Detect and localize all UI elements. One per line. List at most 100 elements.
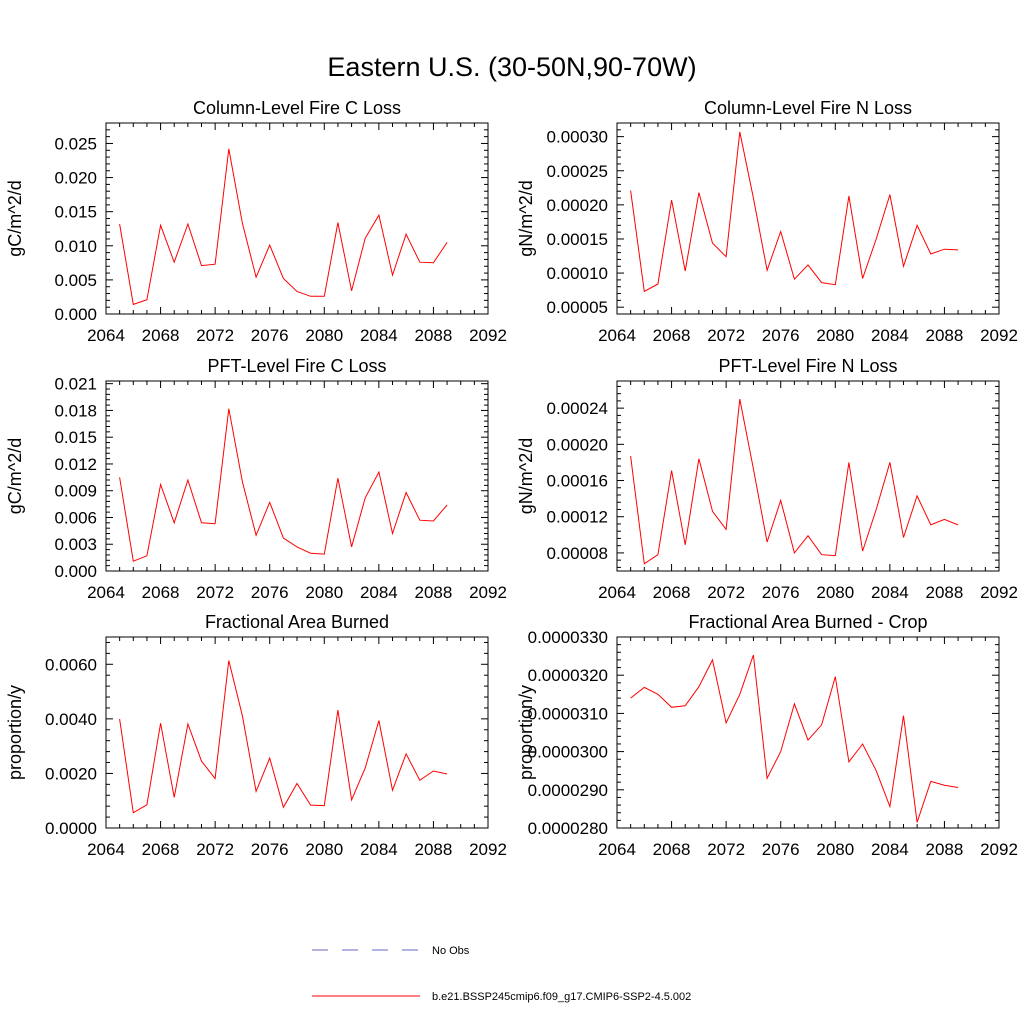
x-tick-label: 2076 — [251, 326, 289, 345]
y-axis-label: gN/m^2/d — [516, 180, 536, 256]
plot-frame — [105, 636, 489, 829]
y-tick-label: 0.025 — [54, 134, 97, 153]
x-tick-label: 2088 — [415, 583, 453, 602]
x-tick-label: 2092 — [980, 840, 1018, 859]
panel-title: Fractional Area Burned - Crop — [688, 612, 927, 632]
y-tick-label: 0.00020 — [547, 435, 608, 454]
y-tick-label: 0.020 — [54, 169, 97, 188]
y-tick-label: 0.0040 — [45, 710, 97, 729]
y-axis-label: gC/m^2/d — [5, 438, 25, 514]
series-line — [119, 148, 448, 306]
y-tick-label: 0.00008 — [547, 544, 608, 563]
x-tick-label: 2092 — [469, 326, 507, 345]
y-tick-label: 0.009 — [54, 482, 97, 501]
x-tick-label: 2088 — [415, 840, 453, 859]
y-tick-label: 0.00012 — [547, 508, 608, 527]
y-tick-label: 0.0000290 — [528, 781, 608, 800]
series-line — [630, 399, 959, 565]
x-tick-label: 2088 — [415, 326, 453, 345]
x-tick-label: 2068 — [653, 583, 691, 602]
x-tick-label: 2080 — [305, 840, 343, 859]
x-tick-label: 2076 — [251, 583, 289, 602]
y-tick-label: 0.003 — [54, 535, 97, 554]
x-tick-label: 2088 — [926, 326, 964, 345]
panels: Column-Level Fire C Loss gC/m^2/d 2064 2068… — [5, 98, 1018, 859]
y-axis-label: gN/m^2/d — [516, 438, 536, 514]
x-tick-label: 2064 — [87, 840, 125, 859]
x-tick-label: 2080 — [816, 840, 854, 859]
x-tick-label: 2080 — [305, 583, 343, 602]
y-tick-label: 0.0000280 — [528, 819, 608, 838]
x-tick-label: 2092 — [980, 583, 1018, 602]
plot-frame — [105, 122, 489, 315]
y-tick-label: 0.0000310 — [528, 704, 608, 723]
x-tick-label: 2064 — [87, 326, 125, 345]
legend-label: No Obs — [432, 945, 470, 957]
x-tick-label: 2084 — [871, 326, 909, 345]
y-tick-label: 0.00016 — [547, 472, 608, 491]
panel-4: PFT-Level Fire N Loss gN/m^2/d 2064 2068 207… — [516, 356, 1018, 602]
panel-2: Column-Level Fire N Loss gN/m^2/d 2064 2068… — [516, 98, 1018, 345]
panel-title: Fractional Area Burned — [205, 612, 389, 632]
y-tick-label: 0.015 — [54, 203, 97, 222]
series-line — [119, 408, 448, 562]
legend-label: b.e21.BSSP245cmip6.f09_g17.CMIP6-SSP2-4.… — [432, 991, 691, 1003]
y-axis-label: proportion/y — [5, 685, 25, 780]
x-tick-label: 2084 — [871, 583, 909, 602]
y-tick-label: 0.000 — [54, 562, 97, 581]
x-tick-label: 2072 — [196, 326, 234, 345]
plot-frame — [105, 380, 489, 572]
y-tick-label: 0.000 — [54, 305, 97, 324]
figure-title: Eastern U.S. (30-50N,90-70W) — [327, 52, 696, 82]
x-tick-label: 2084 — [360, 326, 398, 345]
y-tick-label: 0.015 — [54, 428, 97, 447]
x-tick-label: 2068 — [653, 840, 691, 859]
x-tick-label: 2092 — [469, 583, 507, 602]
x-tick-label: 2088 — [926, 583, 964, 602]
x-tick-label: 2072 — [196, 840, 234, 859]
panel-3: PFT-Level Fire C Loss gC/m^2/d 2064 2068 207… — [5, 356, 507, 602]
panel-title: Column-Level Fire N Loss — [704, 98, 912, 118]
x-tick-label: 2068 — [142, 840, 180, 859]
panel-title: PFT-Level Fire N Loss — [718, 356, 897, 376]
legend: No Obs b.e21.BSSP245cmip6.f09_g17.CMIP6-S… — [312, 945, 691, 1003]
plot-frame — [616, 380, 1000, 572]
panel-title: PFT-Level Fire C Loss — [207, 356, 386, 376]
plot-frame — [616, 636, 1000, 829]
y-tick-label: 0.00030 — [547, 128, 608, 147]
x-tick-label: 2064 — [598, 326, 636, 345]
plot-frame — [616, 122, 1000, 315]
y-tick-label: 0.00010 — [547, 264, 608, 283]
x-tick-label: 2072 — [707, 840, 745, 859]
x-tick-label: 2084 — [360, 840, 398, 859]
y-tick-label: 0.0000330 — [528, 628, 608, 647]
y-tick-label: 0.00020 — [547, 196, 608, 215]
y-tick-label: 0.005 — [54, 271, 97, 290]
x-tick-label: 2080 — [816, 326, 854, 345]
y-tick-label: 0.0060 — [45, 655, 97, 674]
series-line — [119, 660, 448, 814]
x-tick-label: 2084 — [871, 840, 909, 859]
x-tick-label: 2088 — [926, 840, 964, 859]
x-tick-label: 2080 — [305, 326, 343, 345]
y-tick-label: 0.0000 — [45, 819, 97, 838]
x-tick-label: 2064 — [87, 583, 125, 602]
x-tick-label: 2076 — [251, 840, 289, 859]
x-tick-label: 2068 — [653, 326, 691, 345]
x-tick-label: 2092 — [980, 326, 1018, 345]
y-tick-label: 0.00024 — [547, 399, 608, 418]
panel-5: Fractional Area Burned proportion/y 2064 20… — [5, 612, 507, 859]
y-tick-label: 0.018 — [54, 401, 97, 420]
panel-title: Column-Level Fire C Loss — [193, 98, 401, 118]
y-tick-label: 0.00005 — [547, 298, 608, 317]
x-tick-label: 2080 — [816, 583, 854, 602]
x-tick-label: 2068 — [142, 583, 180, 602]
x-tick-label: 2068 — [142, 326, 180, 345]
x-tick-label: 2072 — [707, 326, 745, 345]
y-tick-label: 0.00015 — [547, 230, 608, 249]
x-tick-label: 2072 — [196, 583, 234, 602]
series-line — [630, 131, 959, 293]
x-tick-label: 2084 — [360, 583, 398, 602]
y-tick-label: 0.0000300 — [528, 743, 608, 762]
